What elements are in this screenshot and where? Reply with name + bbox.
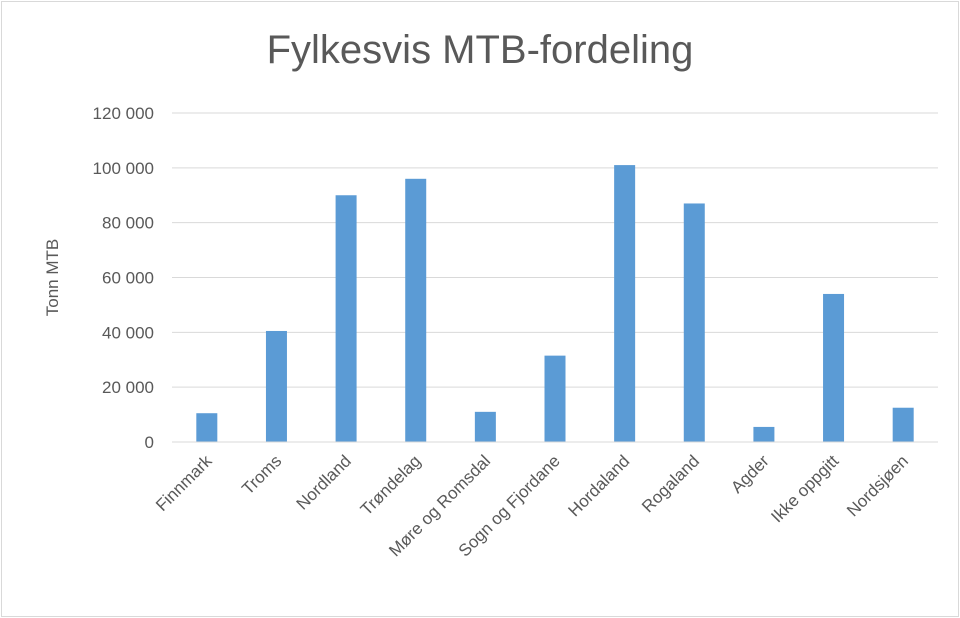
bar bbox=[474, 411, 496, 442]
y-tick-label: 60 000 bbox=[102, 269, 154, 288]
x-tick-label: Ikke oppgitt bbox=[767, 451, 842, 526]
y-tick-label: 120 000 bbox=[93, 104, 154, 123]
x-tick-label: Rogaland bbox=[638, 451, 703, 516]
bar bbox=[196, 413, 218, 442]
y-tick-label: 0 bbox=[145, 433, 154, 452]
x-tick-label: Hordaland bbox=[565, 451, 634, 520]
x-tick-label: Finnmark bbox=[152, 451, 216, 515]
y-axis-ticks: 0 20 000 40 000 60 000 80 000 100 000 120 000 bbox=[93, 104, 154, 452]
chart-title: Fylkesvis MTB-fordeling bbox=[266, 28, 694, 72]
bar bbox=[892, 407, 914, 442]
x-tick-label: Trøndelag bbox=[357, 451, 425, 519]
gridlines bbox=[172, 112, 938, 388]
bar bbox=[823, 293, 845, 442]
x-tick-label: Nordland bbox=[293, 451, 355, 513]
bars bbox=[196, 165, 914, 443]
bar bbox=[265, 330, 287, 442]
bar bbox=[335, 195, 357, 442]
x-tick-label: Troms bbox=[238, 451, 285, 498]
bar bbox=[614, 165, 636, 442]
y-axis-title: Tonn MTB bbox=[43, 239, 62, 316]
y-tick-label: 80 000 bbox=[102, 214, 154, 233]
bar bbox=[753, 426, 775, 442]
x-tick-label: Nordsjøen bbox=[843, 451, 912, 520]
bar bbox=[683, 203, 705, 442]
y-tick-label: 100 000 bbox=[93, 159, 154, 178]
bar bbox=[544, 355, 566, 442]
y-tick-label: 20 000 bbox=[102, 378, 154, 397]
y-tick-label: 40 000 bbox=[102, 323, 154, 342]
bar bbox=[405, 178, 427, 443]
x-tick-label: Agder bbox=[727, 451, 773, 497]
